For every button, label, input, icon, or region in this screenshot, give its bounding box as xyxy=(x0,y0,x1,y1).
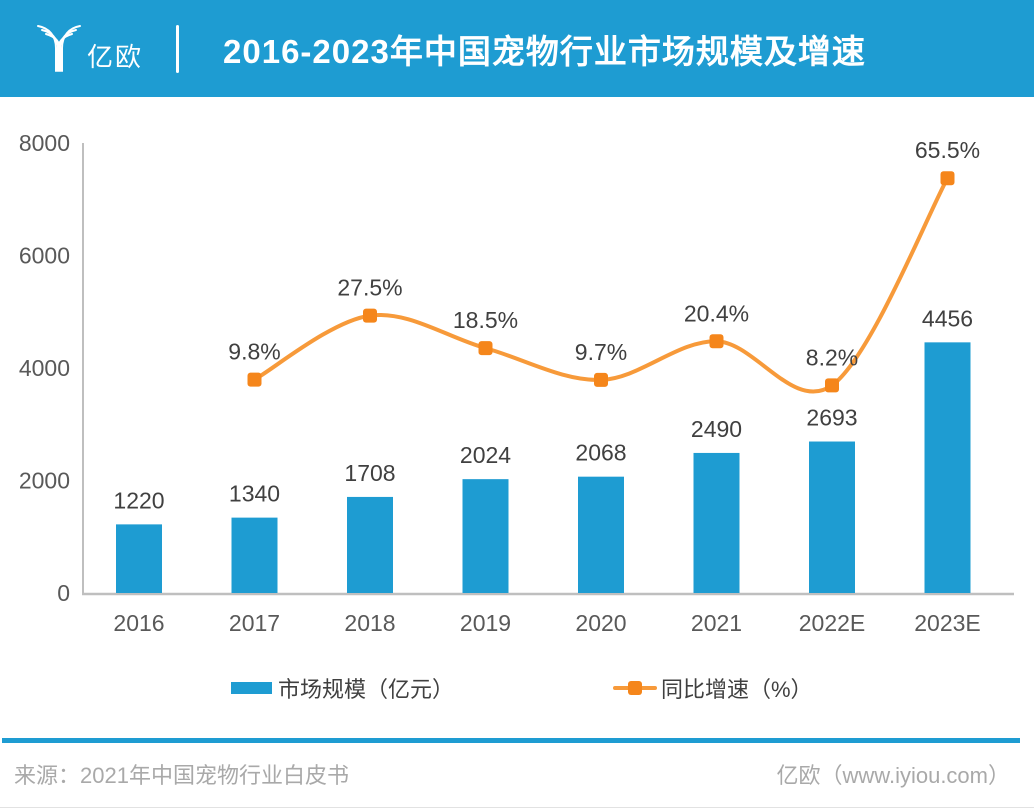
x-label-2018: 2018 xyxy=(344,610,395,636)
y-tick-8000: 8000 xyxy=(19,130,70,156)
marker-2021 xyxy=(709,334,724,349)
pct-label-2019: 18.5% xyxy=(453,307,518,333)
yiou-logo-icon xyxy=(37,24,81,72)
chart-title: 2016-2023年中国宠物行业市场规模及增速 xyxy=(223,32,866,70)
bar-legend-swatch xyxy=(231,682,272,694)
pct-label-2020: 9.7% xyxy=(575,339,627,365)
bar-label-2018: 1708 xyxy=(344,460,395,486)
bar-label-2020: 2068 xyxy=(575,440,626,466)
bar-2021 xyxy=(693,452,740,593)
footer-rule xyxy=(2,738,1020,743)
marker-2017 xyxy=(247,372,262,387)
pct-label-2022E: 8.2% xyxy=(806,344,858,370)
line-legend-glyph xyxy=(613,681,657,695)
bar-label-2022E: 2693 xyxy=(806,405,857,431)
bar-2018 xyxy=(347,496,393,593)
y-tick-0: 0 xyxy=(57,580,70,606)
bar-2016 xyxy=(116,524,162,593)
marker-2023E xyxy=(940,171,955,186)
bar-label-2016: 1220 xyxy=(113,487,164,513)
x-label-2016: 2016 xyxy=(113,610,164,636)
header-divider xyxy=(176,24,180,73)
chart-legend: 市场规模（亿元） 同比增速（%） xyxy=(0,672,1034,704)
legend-item-growth-rate: 同比增速（%） xyxy=(613,672,813,704)
brand-credit: 亿欧（www.iyiou.com） xyxy=(776,763,1010,788)
y-tick-6000: 6000 xyxy=(19,243,70,269)
combo-chart: 0 2000 4000 6000 8000 1220 1340 1708 2024 2068 249… xyxy=(19,130,1014,636)
x-label-2020: 2020 xyxy=(575,610,626,636)
marker-2018 xyxy=(363,308,377,323)
header-banner: 亿欧 2016-2023年中国宠物行业市场规模及增速 xyxy=(0,0,1034,97)
pct-label-2023E: 65.5% xyxy=(915,137,980,163)
bar-label-2023E: 4456 xyxy=(922,305,973,331)
bar-label-2019: 2024 xyxy=(460,442,511,468)
marker-2019 xyxy=(478,341,493,356)
bar-2020 xyxy=(578,476,624,593)
line-legend-marker xyxy=(628,681,642,695)
pct-label-2017: 9.8% xyxy=(228,339,280,365)
legend-label-growth-rate: 同比增速（%） xyxy=(661,677,813,702)
x-label-2021: 2021 xyxy=(691,610,742,636)
bar-label-2017: 1340 xyxy=(229,481,280,507)
legend-label-market-size: 市场规模（亿元） xyxy=(278,677,455,702)
x-label-2023E: 2023E xyxy=(914,610,981,636)
logo-text: 亿欧 xyxy=(87,42,144,72)
bar-label-2021: 2490 xyxy=(691,416,742,442)
source-note: 来源：2021年中国宠物行业白皮书 xyxy=(14,763,349,788)
x-label-2019: 2019 xyxy=(460,610,511,636)
pct-label-2021: 20.4% xyxy=(684,300,749,326)
marker-2022E xyxy=(825,378,839,393)
bar-2022E xyxy=(809,441,855,593)
legend-item-market-size: 市场规模（亿元） xyxy=(231,672,454,704)
y-tick-4000: 4000 xyxy=(19,355,70,381)
x-label-2022E: 2022E xyxy=(799,610,866,636)
x-label-2017: 2017 xyxy=(229,610,280,636)
pct-label-2018: 27.5% xyxy=(337,275,402,301)
bar-2017 xyxy=(231,517,278,593)
bar-2019 xyxy=(462,479,509,593)
marker-2020 xyxy=(594,372,608,387)
bar-2023E xyxy=(924,342,971,593)
y-tick-2000: 2000 xyxy=(19,468,70,494)
